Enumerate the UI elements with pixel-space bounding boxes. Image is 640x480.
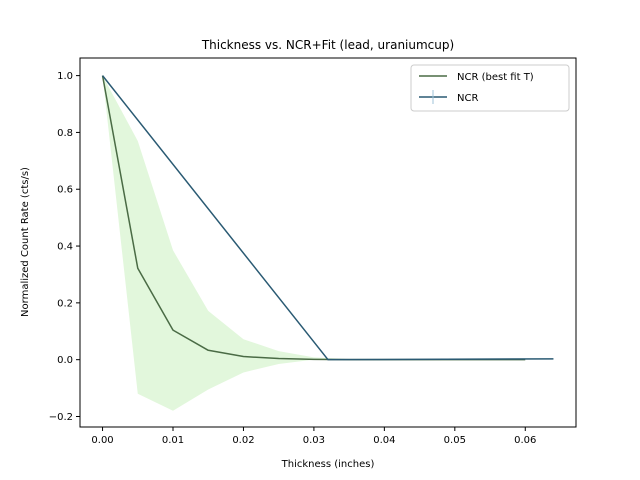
x-tick-label: 0.06 (514, 435, 536, 446)
x-tick-label: 0.04 (373, 435, 395, 446)
y-tick-label: 0.0 (57, 355, 73, 366)
x-tick-label: 0.03 (303, 435, 325, 446)
y-axis: −0.2 0.0 0.2 0.4 0.6 0.8 1.0 (49, 71, 80, 423)
legend: NCR (best fit T) NCR (410, 64, 570, 112)
x-tick-label: 0.01 (162, 435, 184, 446)
x-axis-label: Thickness (inches) (281, 459, 375, 470)
plot-area (101, 75, 554, 411)
y-tick-label: 0.2 (57, 298, 73, 309)
x-tick-label: 0.00 (91, 435, 113, 446)
y-tick-label: 0.6 (57, 185, 73, 196)
y-tick-label: 0.4 (57, 242, 73, 253)
chart-title: Thickness vs. NCR+Fit (lead, uraniumcup) (201, 38, 454, 52)
series-line-1 (101, 75, 554, 361)
x-tick-label: 0.02 (232, 435, 254, 446)
x-axis: 0.00 0.01 0.02 0.03 0.04 0.05 0.06 (91, 427, 536, 446)
y-tick-label: 0.8 (57, 128, 73, 139)
legend-box (410, 64, 570, 112)
legend-label-fit: NCR (best fit T) (457, 72, 534, 83)
confidence-band (102, 75, 526, 411)
legend-label-ncr: NCR (457, 93, 478, 104)
x-tick-label: 0.05 (444, 435, 466, 446)
plot-frame (79, 57, 577, 428)
y-tick-label: −0.2 (49, 412, 73, 423)
y-tick-label: 1.0 (57, 71, 73, 82)
y-axis-label: Normalized Count Rate (cts/s) (20, 167, 31, 317)
